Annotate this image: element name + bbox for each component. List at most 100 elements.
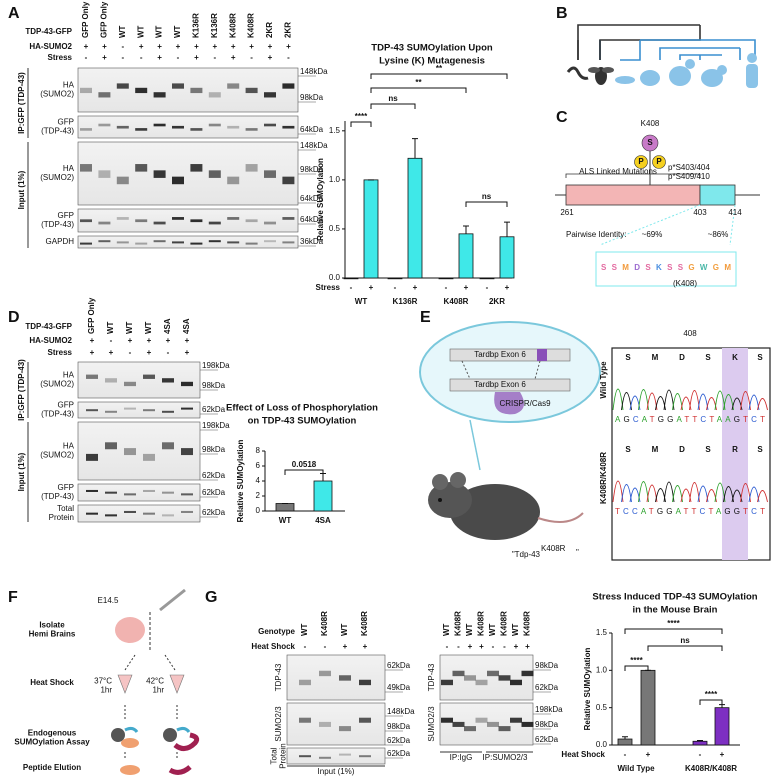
blot-band [475, 717, 488, 723]
group-label: 2KR [489, 297, 505, 306]
blot-band [80, 128, 92, 131]
lane-sign: - [213, 53, 216, 62]
lane-label: WT [488, 623, 497, 636]
workflow-icons [111, 588, 200, 775]
step-label: SUMOylation Assay [14, 738, 90, 747]
lane-sign: - [287, 53, 290, 62]
position-label: 408 [683, 329, 697, 338]
row-label: TDP-43-GFP [25, 27, 72, 36]
lane-sign: + [109, 348, 114, 357]
blot-band [98, 170, 111, 178]
lane-sign: - [324, 642, 327, 651]
chart-title: in the Mouse Brain [633, 605, 718, 616]
strip-label: GFP [58, 483, 74, 492]
blot-band [464, 726, 476, 732]
phospho-site: p*S409/410 [668, 172, 710, 181]
lane-label: 2KR [284, 22, 293, 38]
strip-label: (SUMO2) [40, 173, 74, 182]
lane-label: K408R [228, 13, 237, 38]
x-tick-label: + [369, 283, 374, 292]
blot-band [172, 83, 184, 89]
blot-band [80, 219, 92, 223]
blot-strip [77, 67, 299, 113]
blot-band [153, 240, 166, 243]
blot-band [208, 221, 221, 225]
error-bar [622, 736, 628, 740]
row-label: Stress [48, 348, 73, 357]
blot-band [98, 221, 111, 225]
lane-label: K408R [477, 611, 486, 636]
lane-sign: + [90, 336, 95, 345]
lane-sign: + [268, 42, 273, 51]
chart-title: Effect of Loss of Phosphorylation [226, 403, 378, 414]
lane-sign: + [166, 336, 171, 345]
panel-label: C [556, 109, 568, 126]
bar [363, 179, 379, 279]
marker-label: 198kDa [202, 361, 230, 370]
marker-label: 98kDa [535, 661, 559, 670]
blot-band [208, 123, 221, 127]
row-label: Heat Shock [251, 642, 295, 651]
marker-label: 36kDa [300, 237, 324, 246]
blot-band [86, 453, 98, 461]
blot-band [208, 240, 221, 243]
marker-label: 62kDa [202, 488, 226, 497]
blot-strip [77, 401, 201, 419]
side-label: IP:GFP (TDP-43) [17, 359, 26, 421]
significance-bracket [284, 469, 324, 475]
y-tick-label: 1.0 [329, 175, 341, 184]
y-axis-label: Relative SUMOylation [583, 648, 592, 731]
marker-label: 198kDa [202, 421, 230, 430]
marker-label: 62kDa [387, 661, 411, 670]
trace-peak [757, 490, 768, 503]
blot-band [475, 679, 488, 686]
blot-band [227, 217, 240, 220]
residue: K [732, 353, 738, 362]
blot-strip [286, 747, 386, 765]
lane-sign: + [212, 42, 217, 51]
blot-band [124, 510, 136, 513]
lane-sign: + [343, 642, 348, 651]
strip-label: (TDP-43) [41, 220, 74, 229]
y-tick-label: 4 [256, 476, 261, 485]
panel-label: A [8, 5, 20, 22]
significance-bracket [370, 73, 508, 79]
lane-sign: + [231, 53, 236, 62]
chart-title: Lysine (K) Mutagenesis [379, 56, 485, 67]
panel-label: G [205, 589, 217, 606]
bar [640, 669, 656, 746]
row-label: Genotype [258, 627, 295, 636]
marker-label: 62kDa [535, 683, 559, 692]
blot-band [510, 717, 522, 723]
strip-label: (SUMO2) [40, 451, 74, 460]
marker-label: 49kDa [387, 683, 411, 692]
blot-band [162, 378, 174, 383]
lane-sign: - [250, 53, 253, 62]
error-bar [412, 138, 418, 159]
blot-band [181, 407, 193, 410]
residue: D [679, 445, 685, 454]
y-tick-label: 0.0 [596, 740, 608, 749]
x-tick-label: 4SA [315, 516, 331, 525]
strip-label: (TDP-43) [41, 410, 74, 419]
logo-note: (K408) [673, 279, 697, 288]
row-label: Stress [316, 283, 341, 292]
phylogeny [577, 24, 756, 61]
caption: IP:IgG [450, 753, 473, 762]
strip-label: (TDP-43) [41, 492, 74, 501]
lane-label: GFP Only [81, 1, 90, 38]
genotype-label: Wild Type [599, 361, 608, 399]
row-label: Stress [48, 53, 73, 62]
blot-band [181, 381, 193, 387]
significance-bracket [465, 201, 508, 207]
caption: IP:SUMO2/3 [483, 753, 528, 762]
marker-label: 98kDa [387, 722, 411, 731]
blot-strip [77, 483, 201, 502]
lane-sign: - [503, 642, 506, 651]
lane-sign: + [185, 348, 190, 357]
phospho-label: P [638, 157, 644, 166]
blot-band [190, 219, 203, 223]
